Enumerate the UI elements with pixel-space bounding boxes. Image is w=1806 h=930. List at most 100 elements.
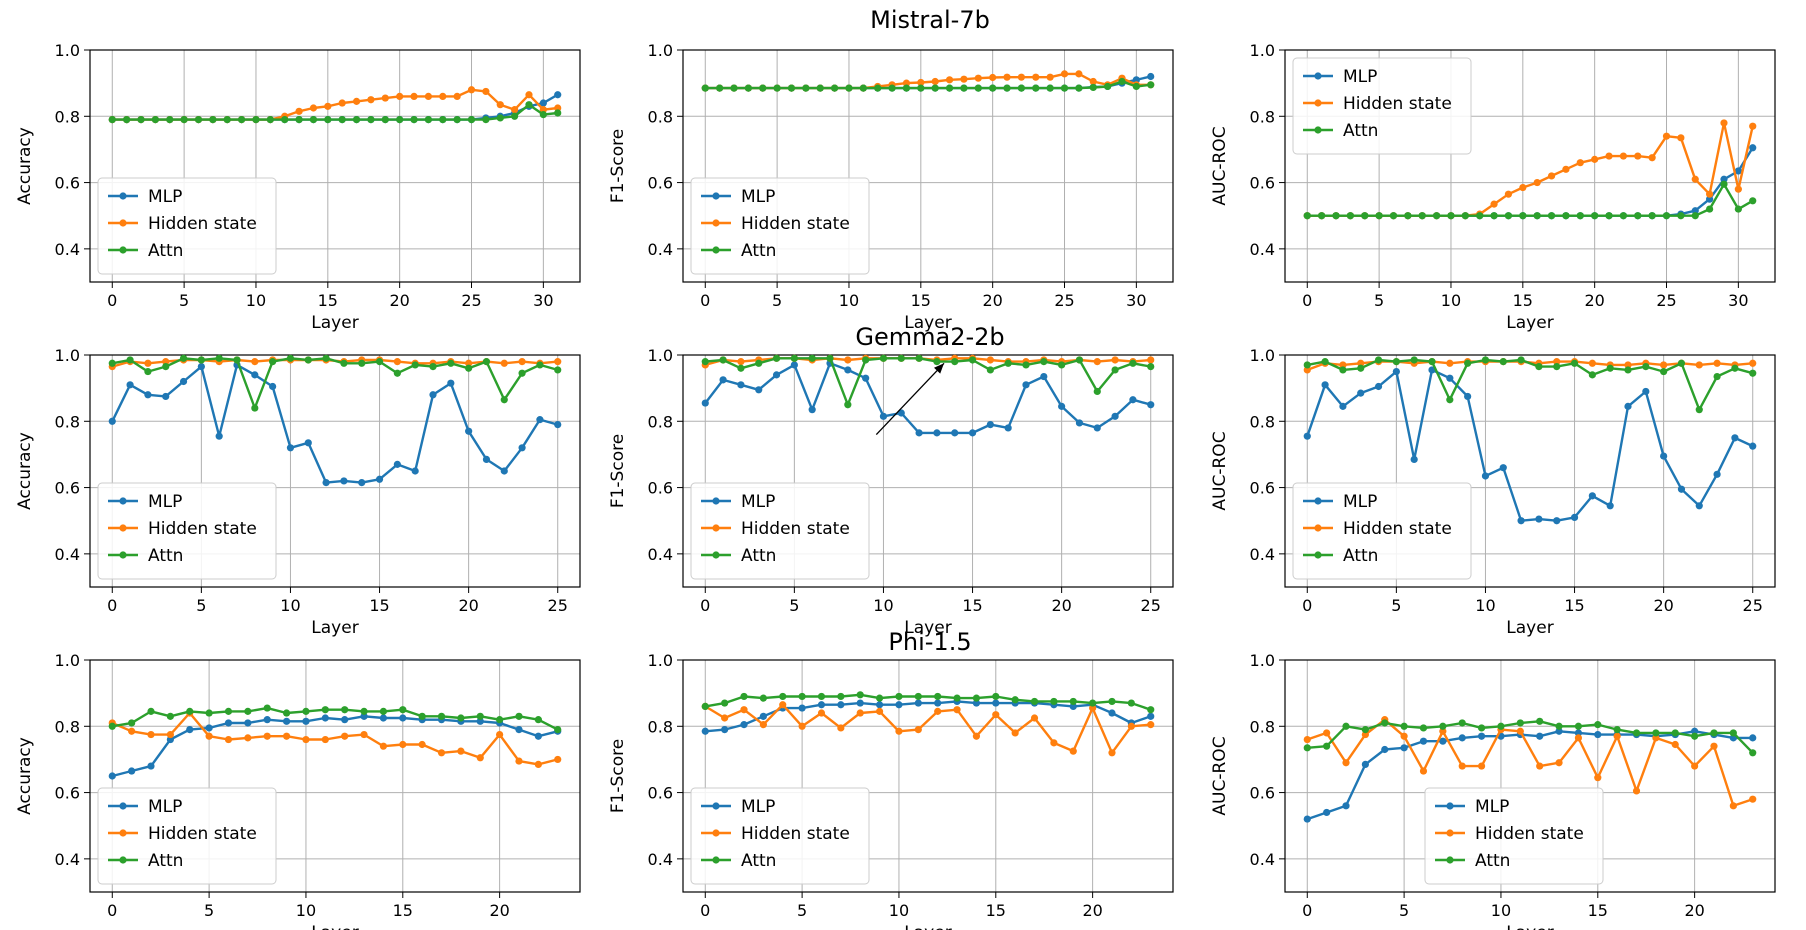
x-tick-label: 20 bbox=[982, 291, 1002, 310]
data-point-attn bbox=[511, 112, 519, 120]
legend-label-hidden-state: Hidden state bbox=[741, 519, 850, 539]
legend-box bbox=[1424, 787, 1604, 885]
data-point-hidden-state bbox=[1147, 721, 1155, 729]
data-point-hidden-state bbox=[453, 92, 461, 100]
y-tick-label: 0.4 bbox=[55, 240, 80, 259]
series-line-hidden-state bbox=[112, 88, 558, 121]
x-tick-label: 0 bbox=[1302, 901, 1312, 920]
x-tick-label: 25 bbox=[1656, 291, 1676, 310]
data-point-hidden-state bbox=[162, 358, 170, 366]
data-point-hidden-state bbox=[128, 727, 136, 735]
row-title-gemma: Gemma2-2b bbox=[855, 323, 1004, 351]
legend-label-attn: Attn bbox=[741, 241, 776, 261]
legend-label-attn: Attn bbox=[1343, 546, 1378, 566]
data-point-mlp bbox=[186, 726, 194, 734]
data-point-attn bbox=[1624, 366, 1632, 374]
data-point-attn bbox=[755, 359, 763, 367]
data-point-mlp bbox=[224, 719, 233, 727]
data-point-attn bbox=[701, 358, 709, 366]
axes-frame bbox=[682, 49, 1174, 283]
data-point-attn bbox=[1660, 367, 1668, 376]
legend-marker-attn bbox=[119, 551, 127, 559]
data-point-attn bbox=[986, 366, 994, 374]
data-point-attn bbox=[934, 692, 942, 701]
data-point-attn bbox=[244, 707, 252, 715]
data-point-mlp bbox=[1594, 730, 1602, 739]
data-point-attn bbox=[1303, 212, 1311, 220]
data-point-attn bbox=[500, 396, 508, 404]
x-tick-label: 15 bbox=[986, 901, 1006, 920]
data-point-mlp bbox=[1481, 472, 1490, 480]
data-point-attn bbox=[1504, 212, 1513, 220]
data-point-attn bbox=[1734, 205, 1742, 213]
series-line-mlp bbox=[1307, 147, 1754, 217]
data-point-mlp bbox=[518, 444, 526, 452]
data-point-hidden-state bbox=[1555, 759, 1563, 767]
data-point-hidden-state bbox=[282, 732, 291, 740]
data-point-attn bbox=[180, 116, 188, 124]
x-tick-label: 0 bbox=[700, 291, 710, 310]
data-point-mlp bbox=[986, 421, 994, 429]
data-point-attn bbox=[1127, 699, 1135, 707]
legend: MLP Hidden state Attn bbox=[690, 787, 870, 885]
data-point-mlp bbox=[972, 699, 981, 707]
data-point-attn bbox=[399, 706, 407, 714]
data-point-hidden-state bbox=[309, 104, 318, 112]
data-point-hidden-state bbox=[1533, 178, 1541, 187]
data-point-hidden-state bbox=[554, 104, 562, 112]
data-point-attn bbox=[237, 116, 246, 124]
data-point-attn bbox=[1058, 361, 1066, 369]
data-point-attn bbox=[1476, 212, 1484, 220]
data-point-hidden-state bbox=[1357, 359, 1365, 367]
legend-label-hidden-state: Hidden state bbox=[741, 214, 850, 234]
legend-marker-attn bbox=[712, 246, 720, 254]
data-point-attn bbox=[496, 716, 504, 724]
x-tick-label: 25 bbox=[548, 596, 568, 615]
y-tick-label: 1.0 bbox=[648, 346, 673, 365]
data-point-attn bbox=[1040, 358, 1048, 366]
data-point-attn bbox=[1605, 212, 1613, 220]
data-point-attn bbox=[1321, 358, 1329, 366]
data-point-attn bbox=[1004, 359, 1012, 367]
x-tick-label: 10 bbox=[1441, 291, 1461, 310]
data-point-mlp bbox=[340, 477, 348, 485]
legend-marker-mlp bbox=[119, 497, 127, 505]
data-point-hidden-state bbox=[1594, 774, 1602, 782]
legend: MLP Hidden state Attn bbox=[690, 482, 870, 580]
legend-label-hidden-state: Hidden state bbox=[148, 519, 257, 539]
data-point-attn bbox=[429, 363, 437, 371]
data-point-attn bbox=[1104, 82, 1112, 91]
legend-marker-attn bbox=[1314, 126, 1322, 134]
data-point-attn bbox=[554, 726, 562, 734]
data-point-hidden-state bbox=[439, 92, 447, 100]
data-point-attn bbox=[554, 109, 562, 117]
y-tick-label: 1.0 bbox=[648, 651, 673, 670]
data-point-attn bbox=[837, 692, 845, 701]
legend-marker-hidden-state bbox=[712, 219, 720, 227]
data-point-mlp bbox=[808, 406, 816, 414]
data-point-attn bbox=[1591, 212, 1599, 220]
data-point-attn bbox=[233, 356, 241, 364]
data-point-hidden-state bbox=[779, 701, 787, 709]
data-point-hidden-state bbox=[837, 724, 845, 732]
data-point-attn bbox=[1634, 212, 1642, 220]
legend-box bbox=[97, 787, 277, 885]
data-point-attn bbox=[1516, 719, 1524, 727]
data-point-attn bbox=[1439, 722, 1447, 730]
data-point-mlp bbox=[515, 726, 523, 734]
data-point-attn bbox=[1519, 212, 1527, 220]
data-point-attn bbox=[1089, 83, 1097, 92]
legend-label-attn: Attn bbox=[1343, 121, 1378, 141]
data-point-hidden-state bbox=[224, 735, 233, 744]
data-point-attn bbox=[915, 354, 923, 362]
data-point-hidden-state bbox=[1490, 200, 1498, 208]
y-axis-label: F1-Score bbox=[608, 434, 628, 508]
y-tick-label: 1.0 bbox=[1250, 651, 1275, 670]
x-tick-label: 15 bbox=[318, 291, 338, 310]
x-tick-label: 15 bbox=[369, 596, 389, 615]
data-point-attn bbox=[1400, 722, 1408, 730]
data-point-mlp bbox=[1323, 808, 1331, 817]
data-point-attn bbox=[875, 694, 884, 702]
data-point-attn bbox=[1662, 212, 1671, 220]
data-point-mlp bbox=[304, 439, 312, 447]
